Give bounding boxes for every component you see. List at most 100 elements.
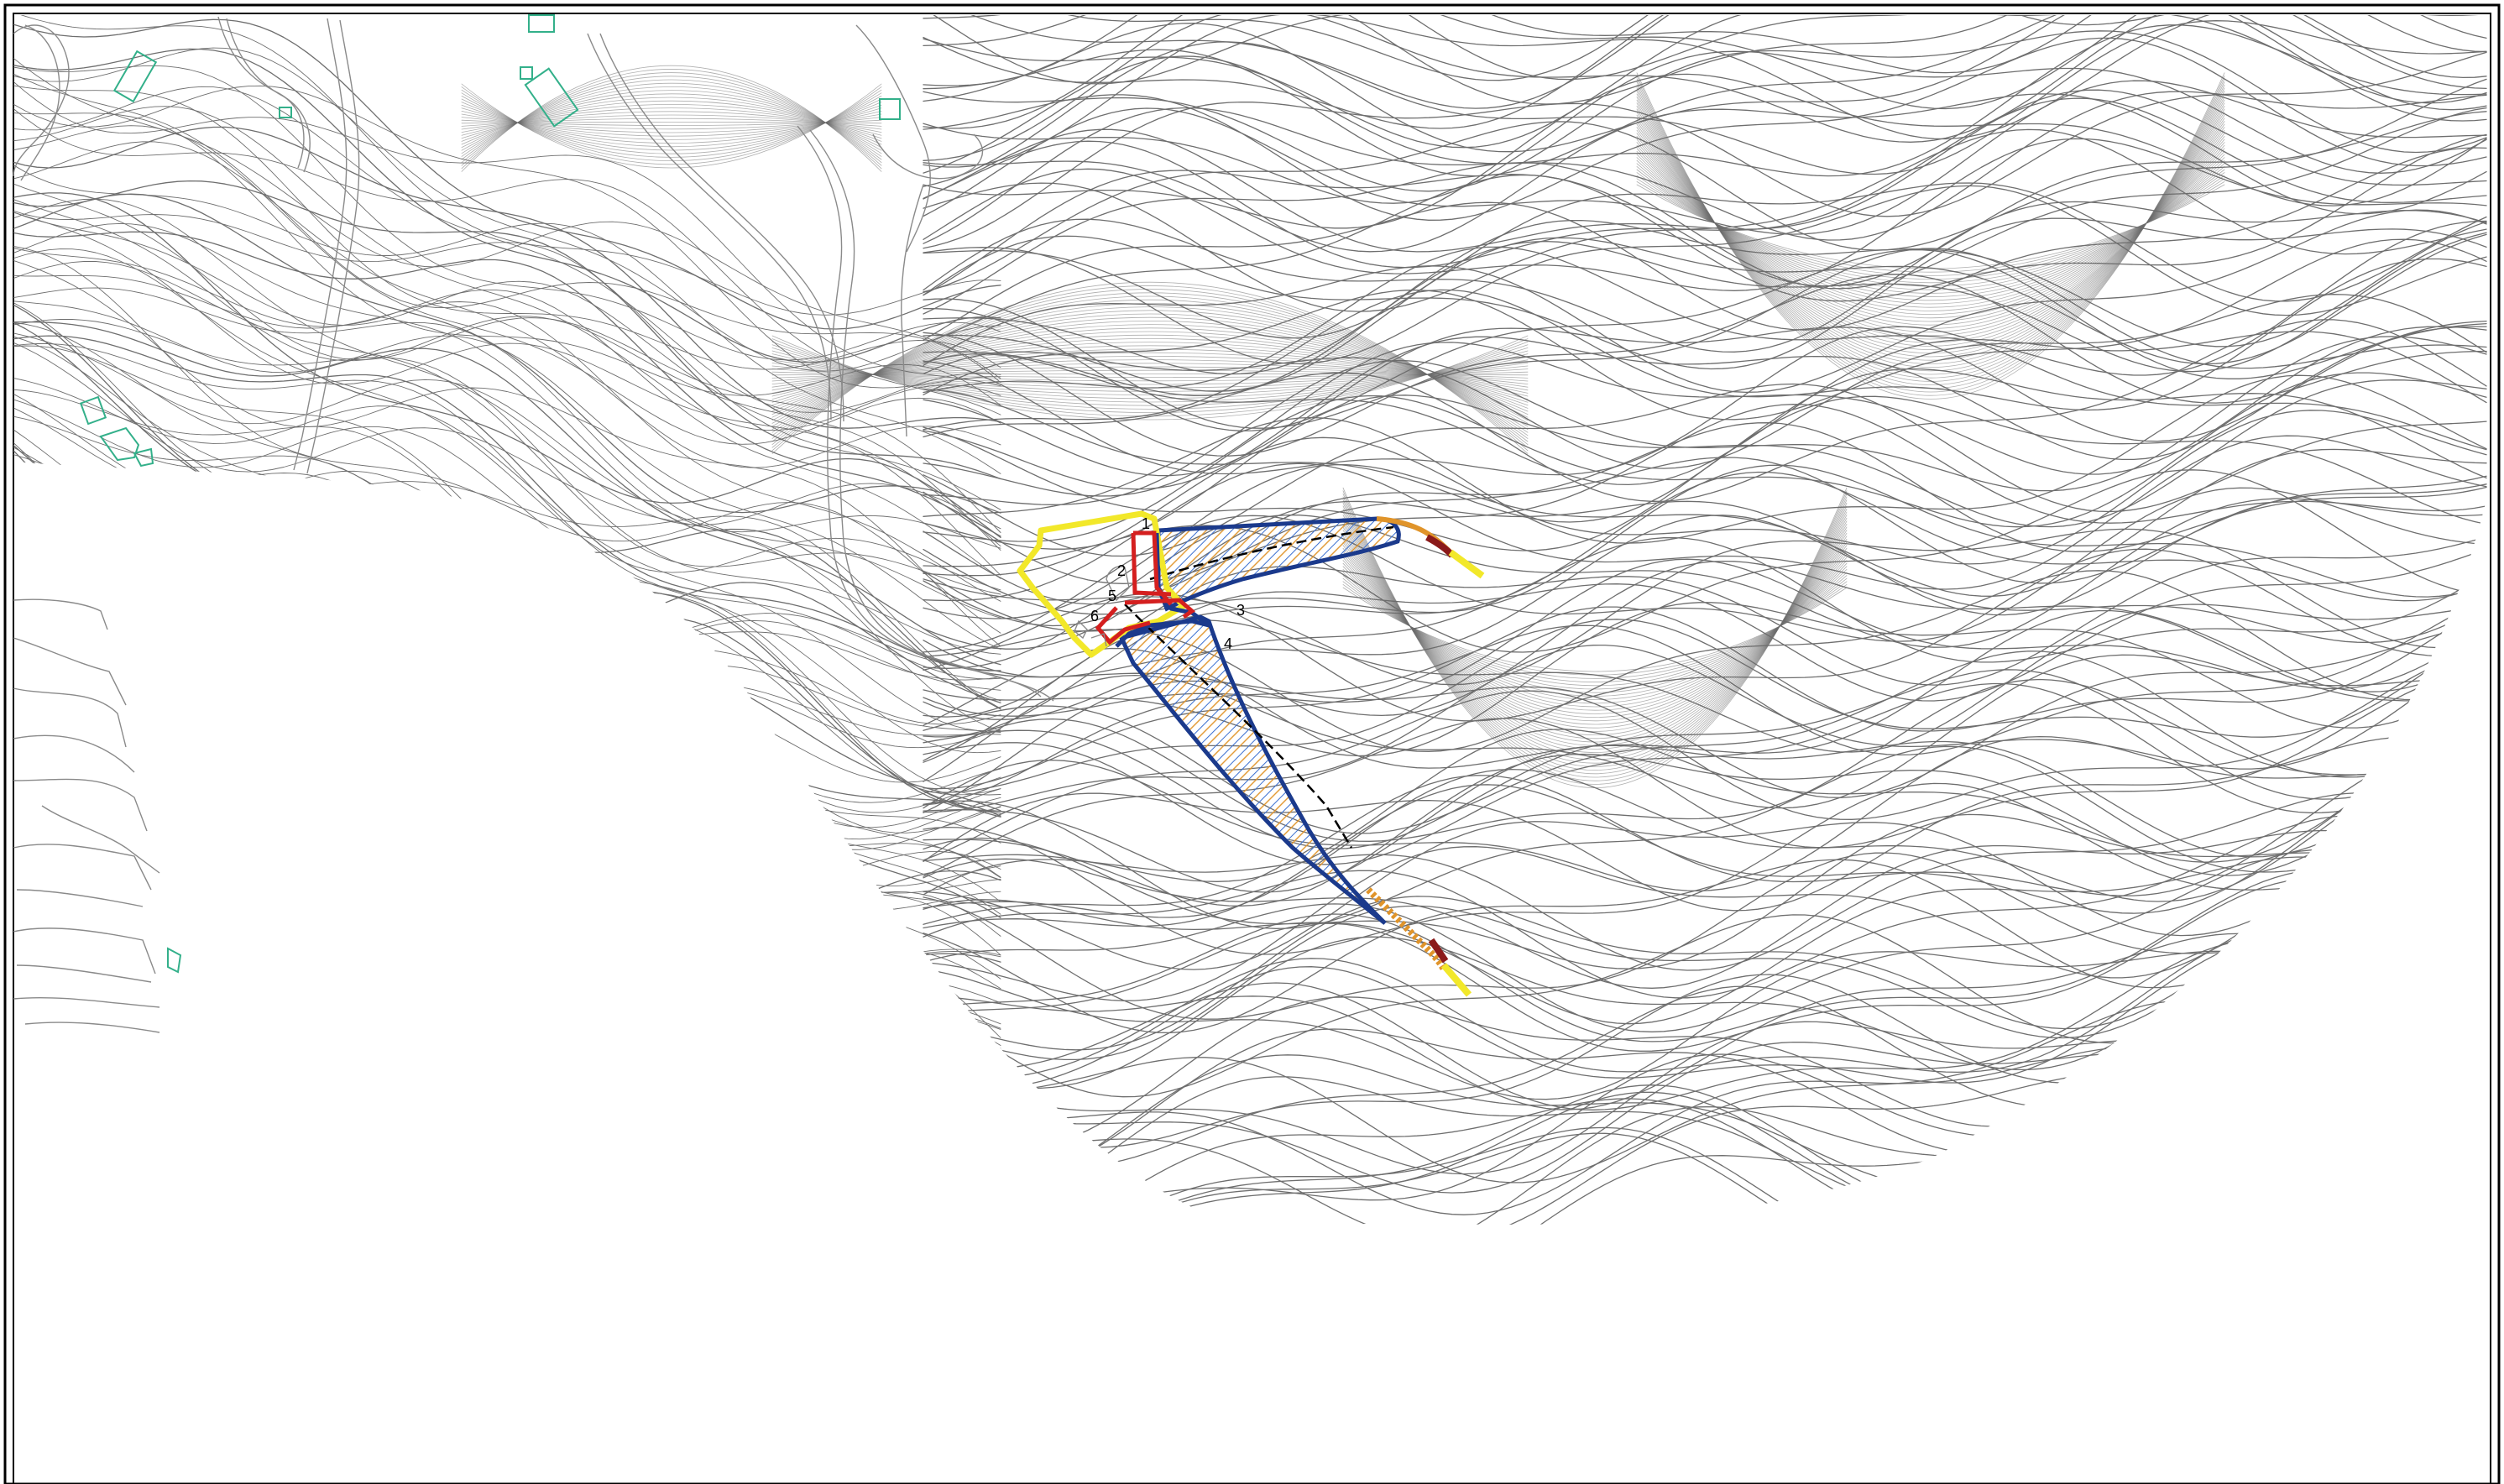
contour-line <box>923 97 2487 269</box>
contour-line <box>923 128 2487 312</box>
contour-line <box>13 108 1001 415</box>
contour-line <box>13 806 1001 1192</box>
contour-line <box>923 326 2487 476</box>
contour-line <box>13 677 1001 997</box>
contour-line <box>13 319 1001 655</box>
contour-line <box>13 1230 1001 1484</box>
contour-line <box>13 81 1001 387</box>
contour-line <box>923 15 2487 86</box>
contour-line <box>13 210 1001 510</box>
contour-line <box>13 922 1001 1225</box>
contour-line <box>13 259 1001 647</box>
contour-line <box>923 869 2487 1042</box>
contour-line <box>13 467 1001 812</box>
contour-line <box>13 1003 1001 1225</box>
contour-line <box>923 1053 2487 1207</box>
contour-line <box>13 1095 1001 1225</box>
contour-line <box>923 849 2487 1032</box>
contour-line <box>13 454 1001 783</box>
zone-label-4: 4 <box>1224 635 1232 652</box>
contour-line <box>13 769 1001 1108</box>
contour-line <box>923 682 2487 865</box>
contour-line <box>13 716 1001 1030</box>
contour-line <box>923 24 2487 177</box>
contour-line <box>13 929 1001 1225</box>
contour-line <box>13 248 1001 579</box>
contour-line <box>13 1072 1001 1225</box>
contour-line <box>923 37 2487 221</box>
contour-line <box>923 182 2487 339</box>
contour-line <box>13 1007 1001 1225</box>
contour-line <box>13 1204 1001 1225</box>
contour-line <box>923 782 2487 955</box>
contour-line <box>923 1021 2487 1175</box>
building-1 <box>112 50 158 103</box>
contour-line <box>923 1145 2487 1225</box>
channel-lower <box>1118 604 1472 997</box>
contour-line <box>923 670 2487 877</box>
contour-line <box>923 1073 2487 1225</box>
contour-line <box>923 1102 2487 1225</box>
contour-line <box>923 1039 2487 1210</box>
contour-line <box>13 343 1001 680</box>
contour-line <box>923 78 2487 293</box>
contour-line <box>923 217 2487 370</box>
contour-line <box>13 192 1001 539</box>
contour-line <box>461 107 882 136</box>
contour-line <box>923 619 2487 793</box>
boundary-red <box>1095 530 1196 645</box>
contour-line <box>13 874 1001 1225</box>
contour-line <box>923 374 2487 544</box>
contour-line <box>923 138 2487 291</box>
contour-line <box>13 1141 1001 1225</box>
contour-line <box>923 1046 2487 1215</box>
building-3 <box>528 14 555 33</box>
contour-line <box>923 856 2487 1025</box>
contour-line <box>13 1215 1001 1225</box>
contour-line <box>13 1042 1001 1225</box>
contour-line <box>923 748 2487 918</box>
contour-line <box>923 859 2487 1034</box>
contour-line <box>13 222 1001 549</box>
contour-line <box>923 816 2487 970</box>
contour-line <box>923 107 2487 315</box>
contour-line <box>13 85 1001 389</box>
contour-line <box>13 444 1001 813</box>
contour-line <box>923 647 2487 861</box>
contour-line <box>923 326 2487 490</box>
contour-line <box>13 141 1001 468</box>
building-9 <box>133 447 154 468</box>
contour-line <box>923 471 2487 632</box>
contour-line <box>13 1210 1001 1225</box>
contour-line <box>923 923 2487 1081</box>
contour-line <box>13 304 1001 710</box>
contour-line <box>923 220 2487 394</box>
contour-line <box>13 865 1001 1225</box>
contour-line <box>13 85 1001 370</box>
contour-line <box>13 880 1001 1225</box>
zone-label-6: 6 <box>1090 608 1099 624</box>
contour-line <box>13 399 1001 754</box>
contour-line <box>13 1132 1001 1225</box>
contour-line <box>13 598 1001 911</box>
contour-line <box>13 1200 1001 1225</box>
contour-line <box>13 1228 1001 1484</box>
contour-line <box>923 410 2487 577</box>
contour-line <box>13 274 1001 602</box>
contour-line <box>13 106 1001 431</box>
contour-line <box>13 720 1001 1060</box>
contour-line <box>13 1184 1001 1225</box>
contour-line <box>923 15 2487 153</box>
contour-line <box>923 15 2487 109</box>
contour-line <box>923 15 2487 177</box>
contour-line <box>13 1071 1001 1225</box>
contour-line <box>13 1158 1001 1225</box>
contour-line <box>13 595 1001 918</box>
contour-line <box>923 91 2487 244</box>
contour-line <box>923 326 2487 497</box>
contour-line <box>923 133 2487 345</box>
contour-line <box>923 89 2487 253</box>
contour-line <box>13 656 1001 974</box>
contour-line <box>923 831 2487 1001</box>
contour-line <box>13 125 1001 445</box>
